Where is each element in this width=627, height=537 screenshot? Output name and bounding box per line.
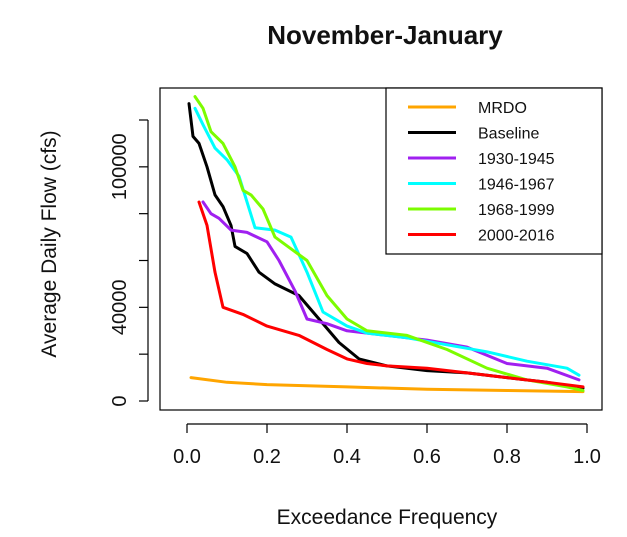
series-line-1968-1999 — [193, 95, 585, 392]
y-tick-label: 100000 — [109, 133, 131, 200]
x-tick-label: 0.0 — [173, 446, 201, 468]
axes-layer: 0.0 0.2 0.4 0.6 0.8 1.0 0 40000 100000 — [109, 119, 601, 468]
x-tick-label: 0.4 — [333, 446, 361, 468]
legend-label: 1946-1967 — [478, 177, 555, 194]
legend-label: 2000-2016 — [478, 228, 555, 245]
series-line-1946-1967 — [193, 106, 581, 377]
x-tick-label: 1.0 — [573, 446, 601, 468]
y-axis-label: Average Daily Flow (cfs) — [38, 130, 61, 357]
legend-label: 1930-1945 — [478, 151, 555, 168]
legend-label: 1968-1999 — [478, 202, 555, 219]
x-tick-label: 0.8 — [493, 446, 521, 468]
chart-title: November-January — [267, 20, 503, 50]
legend-box — [385, 87, 603, 255]
y-tick-label: 40000 — [109, 279, 131, 335]
legend-label: MRDO — [478, 100, 527, 117]
x-tick-label: 0.2 — [253, 446, 281, 468]
x-tick-label: 0.6 — [413, 446, 441, 468]
series-line-1930-1945 — [201, 200, 581, 382]
plot-layer — [187, 95, 585, 394]
series-line-2000-2016 — [197, 200, 585, 389]
legend-label: Baseline — [478, 126, 539, 143]
legend: MRDO Baseline 1930-1945 1946-1967 1968-1999 2… — [385, 87, 603, 255]
y-tick-label: 0 — [109, 395, 131, 406]
series-line-mrdo — [189, 376, 585, 394]
x-axis-label: Exceedance Frequency — [277, 506, 498, 529]
